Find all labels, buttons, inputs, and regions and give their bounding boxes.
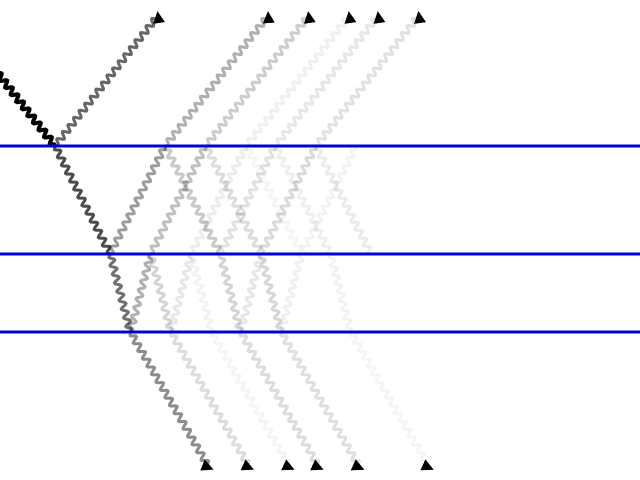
ray-segment-32 — [314, 146, 373, 256]
ray-segment-29 — [149, 145, 208, 256]
ray-segment-9 — [274, 11, 386, 148]
ray-segment-17 — [238, 331, 324, 471]
ray-segment-33 — [315, 11, 426, 148]
ray-segment-11 — [237, 253, 264, 333]
ray-segment-16 — [315, 11, 426, 148]
ray-segment-14 — [259, 145, 318, 256]
ray-segment-12 — [258, 253, 284, 333]
ray-segment-34 — [258, 253, 284, 333]
ray-segment-2 — [53, 146, 112, 256]
ray-segment-18 — [164, 11, 275, 148]
ray-segment-25 — [190, 145, 249, 256]
ray-segment-31 — [259, 145, 318, 256]
ray-segment-37 — [279, 331, 365, 471]
ray-segment-35 — [278, 253, 305, 333]
ray-segment-3 — [108, 145, 168, 256]
ray-segment-4 — [163, 146, 222, 256]
ray-segment-30 — [203, 146, 263, 256]
ray-segment-38 — [205, 11, 316, 148]
ray-segment-39 — [128, 332, 214, 471]
ray-segment-21 — [147, 253, 174, 333]
ray-segment-26 — [244, 146, 303, 256]
ray-segment-10 — [217, 253, 244, 333]
ray-segment-24 — [209, 331, 295, 471]
rays-group — [0, 11, 434, 471]
ray-segment-36 — [300, 145, 359, 256]
ray-segment-0 — [0, 71, 57, 147]
ray-segment-28 — [169, 331, 254, 471]
ray-segment-15 — [314, 146, 373, 256]
ray-segment-22 — [168, 253, 194, 333]
ray-segment-19 — [107, 253, 133, 333]
ray-segment-8 — [348, 331, 434, 471]
ray-segment-20 — [127, 253, 154, 333]
ray-segment-27 — [245, 11, 357, 148]
ray-segment-23 — [188, 253, 215, 333]
ray-segment-1 — [54, 11, 166, 148]
ray-segment-5 — [219, 145, 278, 256]
ray-segment-7 — [327, 253, 354, 333]
interfaces-group — [0, 144, 640, 334]
ray-segment-6 — [273, 146, 332, 256]
ray-segment-13 — [279, 331, 365, 471]
